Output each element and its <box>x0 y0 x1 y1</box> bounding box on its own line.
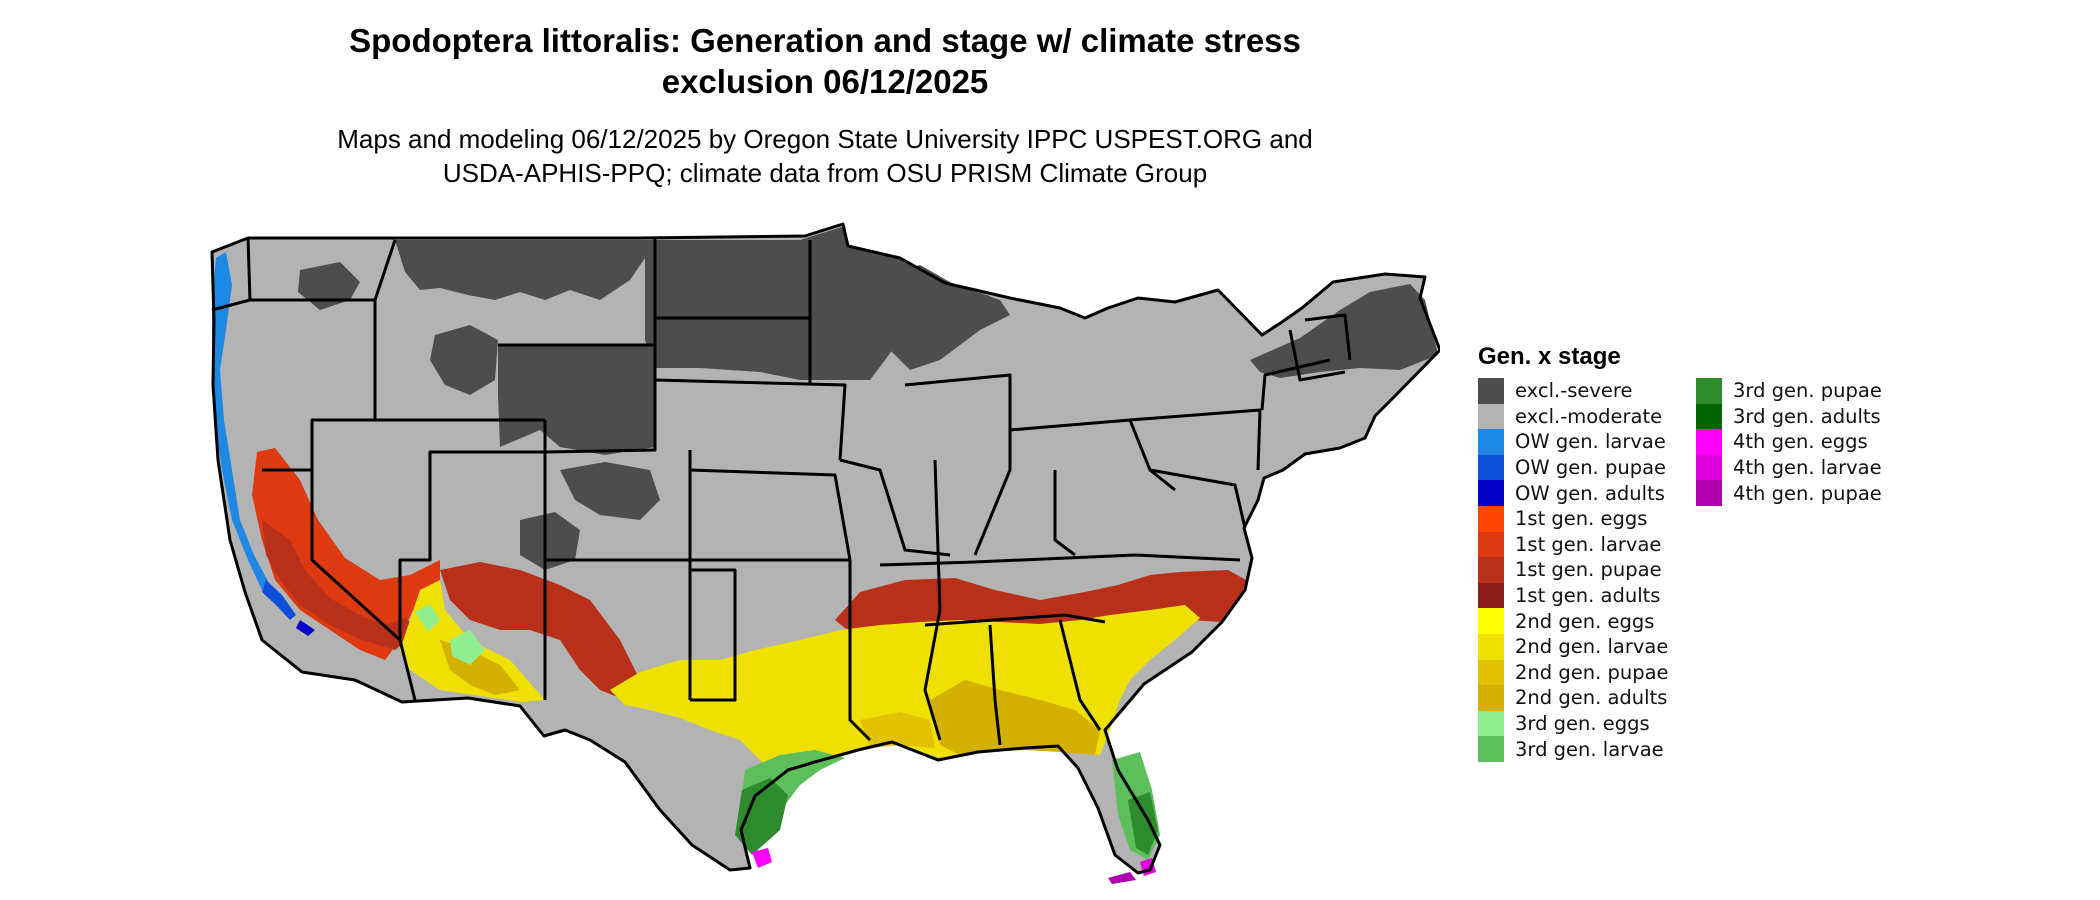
legend-swatch <box>1478 480 1504 506</box>
legend-swatch <box>1478 659 1504 686</box>
legend-item: 2nd gen. eggs <box>1478 608 1696 634</box>
legend-item: excl.-moderate <box>1478 403 1696 430</box>
legend-label: 1st gen. eggs <box>1515 507 1648 531</box>
legend-item: 4th gen. larvae <box>1696 454 1914 481</box>
third-generation-zones <box>415 604 1160 860</box>
us-generation-map <box>210 222 1440 884</box>
legend-item: OW gen. adults <box>1478 480 1696 506</box>
map-title: Spodoptera littoralis: Generation and st… <box>230 20 1420 102</box>
legend-label: OW gen. adults <box>1515 481 1665 505</box>
title-line-2: exclusion 06/12/2025 <box>661 63 989 100</box>
legend-label: 2nd gen. larvae <box>1515 635 1669 659</box>
legend-swatch <box>1696 378 1722 404</box>
legend-swatch <box>1478 582 1504 609</box>
legend-item: 1st gen. adults <box>1478 582 1696 609</box>
legend-item: 4th gen. eggs <box>1696 429 1914 455</box>
legend-item: 3rd gen. pupae <box>1696 378 1914 404</box>
legend-swatch <box>1478 710 1504 737</box>
legend: Gen. x stage excl.-severe excl.-moderate… <box>1478 342 1914 762</box>
second-generation-zones <box>400 580 1200 780</box>
state-borders <box>210 222 1440 875</box>
ow-generation-zones <box>212 252 315 636</box>
legend-swatch <box>1478 633 1504 660</box>
legend-label: 2nd gen. pupae <box>1515 660 1669 684</box>
legend-label: 4th gen. pupae <box>1733 481 1882 505</box>
legend-label: 1st gen. adults <box>1515 584 1661 608</box>
legend-swatch <box>1478 531 1504 558</box>
legend-swatch <box>1478 608 1504 634</box>
severe-exclusion-zones <box>298 226 1438 570</box>
legend-swatch <box>1478 505 1504 532</box>
legend-item: 1st gen. larvae <box>1478 531 1696 558</box>
title-line-1: Spodoptera littoralis: Generation and st… <box>349 22 1301 59</box>
legend-label: 3rd gen. pupae <box>1733 379 1882 403</box>
legend-column-1: excl.-severe excl.-moderate OW gen. larv… <box>1478 378 1696 762</box>
legend-item: 3rd gen. adults <box>1696 403 1914 430</box>
legend-swatch <box>1696 454 1722 481</box>
legend-swatch <box>1478 685 1504 711</box>
legend-label: 3rd gen. eggs <box>1515 712 1650 736</box>
legend-label: OW gen. pupae <box>1515 456 1667 480</box>
legend-label: OW gen. larvae <box>1515 430 1666 454</box>
legend-item: 3rd gen. eggs <box>1478 710 1696 737</box>
legend-item: excl.-severe <box>1478 378 1696 404</box>
legend-swatch <box>1478 429 1504 455</box>
legend-swatch <box>1696 429 1722 455</box>
legend-item: 1st gen. pupae <box>1478 557 1696 583</box>
legend-item: 1st gen. eggs <box>1478 505 1696 532</box>
subtitle-line-1: Maps and modeling 06/12/2025 by Oregon S… <box>337 124 1313 154</box>
legend-label: excl.-moderate <box>1515 404 1663 428</box>
legend-swatch <box>1478 378 1504 404</box>
subtitle-line-2: USDA-APHIS-PPQ; climate data from OSU PR… <box>442 158 1208 188</box>
legend-label: excl.-severe <box>1515 379 1633 403</box>
legend-title: Gen. x stage <box>1478 343 1621 370</box>
legend-swatch <box>1696 480 1722 506</box>
legend-swatch <box>1478 403 1504 430</box>
legend-swatch <box>1478 454 1504 481</box>
legend-item: OW gen. pupae <box>1478 454 1696 481</box>
legend-swatch <box>1478 736 1504 762</box>
legend-label: 4th gen. larvae <box>1733 456 1882 480</box>
legend-label: 3rd gen. larvae <box>1515 737 1664 761</box>
legend-swatch <box>1478 557 1504 583</box>
legend-column-2: 3rd gen. pupae 3rd gen. adults 4th gen. … <box>1696 378 1914 762</box>
fourth-generation-zones <box>752 848 1156 884</box>
legend-item: 2nd gen. adults <box>1478 685 1696 711</box>
legend-swatch <box>1696 403 1722 430</box>
legend-label: 2nd gen. eggs <box>1515 609 1655 633</box>
legend-label: 2nd gen. adults <box>1515 686 1668 710</box>
legend-label: 1st gen. larvae <box>1515 532 1662 556</box>
legend-item: 2nd gen. larvae <box>1478 633 1696 660</box>
legend-item: OW gen. larvae <box>1478 429 1696 455</box>
legend-item: 2nd gen. pupae <box>1478 659 1696 686</box>
legend-label: 1st gen. pupae <box>1515 558 1662 582</box>
legend-label: 4th gen. eggs <box>1733 430 1868 454</box>
legend-item: 3rd gen. larvae <box>1478 736 1696 762</box>
map-subtitle: Maps and modeling 06/12/2025 by Oregon S… <box>230 122 1420 190</box>
legend-label: 3rd gen. adults <box>1733 404 1881 428</box>
legend-item: 4th gen. pupae <box>1696 480 1914 506</box>
